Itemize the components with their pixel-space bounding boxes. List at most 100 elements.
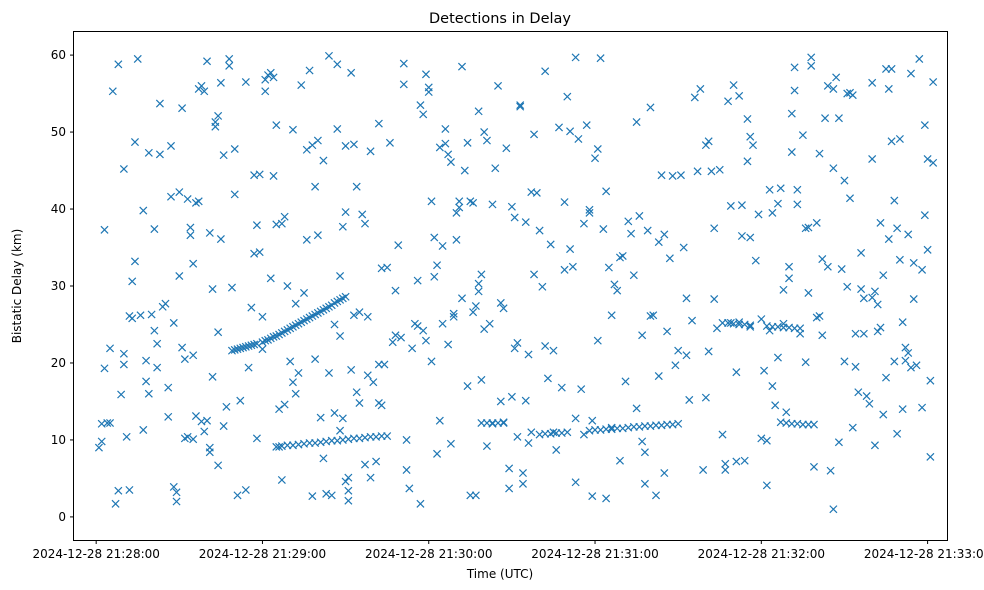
detection-marker bbox=[748, 141, 758, 150]
detection-marker bbox=[444, 340, 453, 349]
detection-marker bbox=[471, 301, 480, 311]
y-tick-label: 50 bbox=[51, 125, 66, 139]
detection-marker bbox=[848, 91, 857, 100]
detection-marker bbox=[421, 70, 430, 79]
detection-marker bbox=[574, 134, 583, 144]
detection-marker bbox=[114, 486, 123, 495]
detection-marker bbox=[366, 147, 375, 156]
detection-marker bbox=[726, 318, 735, 327]
detection-marker bbox=[771, 401, 780, 410]
detection-marker bbox=[319, 454, 328, 463]
detection-marker bbox=[638, 331, 647, 340]
detection-marker bbox=[743, 114, 752, 124]
detection-marker bbox=[308, 141, 317, 150]
detection-marker bbox=[394, 241, 403, 250]
detection-marker bbox=[305, 66, 314, 75]
detection-marker bbox=[155, 150, 164, 159]
detection-marker bbox=[718, 430, 727, 439]
detection-marker bbox=[374, 119, 383, 128]
detection-marker bbox=[699, 465, 708, 474]
detection-marker bbox=[344, 496, 353, 505]
detection-marker bbox=[552, 445, 561, 454]
x-tick-label: 2024-12-28 21:29:00 bbox=[199, 547, 326, 561]
detection-marker bbox=[762, 481, 771, 490]
detection-marker bbox=[840, 176, 849, 185]
detection-marker bbox=[488, 200, 497, 209]
detection-marker bbox=[347, 68, 356, 77]
detection-marker bbox=[258, 312, 267, 321]
detection-marker bbox=[383, 263, 392, 272]
detection-marker bbox=[840, 357, 849, 366]
detection-marker bbox=[895, 255, 904, 264]
detection-marker bbox=[444, 150, 453, 159]
detection-marker bbox=[862, 392, 871, 401]
detection-marker bbox=[768, 208, 777, 217]
detection-marker bbox=[311, 355, 320, 364]
detection-marker bbox=[153, 339, 162, 348]
detection-marker bbox=[785, 274, 794, 283]
detection-marker bbox=[166, 192, 176, 201]
detection-marker bbox=[646, 103, 655, 112]
detection-marker bbox=[136, 311, 145, 320]
detection-marker bbox=[920, 121, 929, 130]
detection-marker bbox=[288, 125, 297, 134]
detection-marker bbox=[452, 235, 461, 244]
detection-marker bbox=[829, 505, 838, 514]
detection-marker bbox=[873, 327, 882, 336]
y-axis-label: Bistatic Delay (km) bbox=[10, 229, 24, 344]
detection-marker bbox=[660, 469, 669, 478]
detection-marker bbox=[640, 448, 649, 457]
detection-marker bbox=[554, 123, 564, 132]
detection-marker bbox=[804, 223, 813, 232]
detection-marker bbox=[926, 376, 935, 385]
detection-marker bbox=[632, 404, 641, 413]
detection-marker bbox=[726, 201, 735, 210]
detection-marker bbox=[169, 482, 178, 491]
detection-marker bbox=[915, 54, 924, 63]
detection-marker bbox=[280, 400, 289, 409]
detection-marker bbox=[524, 350, 533, 359]
detection-marker bbox=[324, 368, 333, 378]
detection-marker bbox=[277, 219, 286, 228]
detection-marker bbox=[724, 97, 733, 106]
detection-marker bbox=[607, 311, 616, 320]
detection-marker bbox=[610, 280, 619, 289]
detection-marker bbox=[117, 390, 126, 399]
detection-marker bbox=[480, 128, 489, 137]
detection-marker bbox=[776, 184, 785, 193]
detection-marker bbox=[166, 141, 176, 150]
detection-marker bbox=[360, 460, 370, 469]
detection-marker bbox=[790, 63, 799, 72]
detection-marker bbox=[876, 218, 885, 227]
detection-marker bbox=[300, 288, 309, 297]
detection-marker bbox=[906, 69, 915, 78]
detection-marker bbox=[618, 251, 627, 261]
detection-marker bbox=[654, 372, 663, 381]
detection-marker bbox=[216, 235, 225, 244]
detection-marker bbox=[793, 185, 802, 194]
detection-marker bbox=[621, 377, 630, 386]
detection-marker bbox=[291, 299, 300, 308]
detection-marker bbox=[818, 331, 827, 340]
detection-marker bbox=[438, 241, 447, 251]
detection-marker bbox=[577, 385, 586, 394]
detection-marker bbox=[302, 145, 311, 154]
detection-marker bbox=[125, 485, 134, 494]
detection-marker bbox=[227, 283, 236, 292]
detection-marker bbox=[923, 154, 932, 164]
detection-marker bbox=[543, 374, 552, 383]
detection-marker bbox=[740, 456, 749, 465]
detection-marker bbox=[737, 201, 746, 210]
detection-marker bbox=[815, 311, 824, 321]
x-tick-label: 2024-12-28 21:30:00 bbox=[365, 547, 492, 561]
detection-marker bbox=[457, 294, 467, 303]
detection-marker bbox=[521, 396, 530, 405]
detection-marker bbox=[327, 491, 336, 500]
detection-marker bbox=[291, 389, 300, 398]
detection-marker bbox=[843, 282, 852, 291]
detection-marker bbox=[266, 274, 275, 283]
detection-marker bbox=[261, 75, 270, 84]
detection-marker bbox=[358, 210, 367, 219]
detection-marker bbox=[832, 73, 841, 82]
detection-marker bbox=[164, 412, 173, 421]
